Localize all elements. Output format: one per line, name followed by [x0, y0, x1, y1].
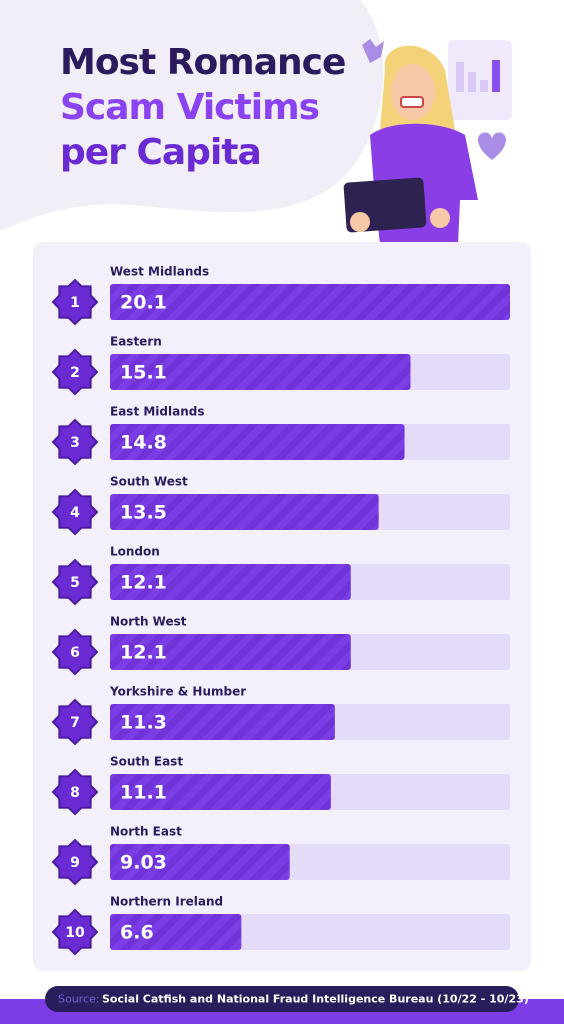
bar — [110, 704, 335, 740]
rank-label: 3 — [70, 435, 80, 451]
value-label: 11.1 — [120, 782, 167, 804]
rank-badge — [51, 698, 99, 746]
value-label: 15.1 — [120, 362, 167, 384]
bar — [110, 774, 331, 810]
bar — [110, 284, 510, 320]
rows: 1 West Midlands 20.1 2 Eastern 15.1 3 East Midl… — [51, 265, 510, 956]
rank-label: 4 — [70, 505, 80, 521]
rank-badge — [51, 908, 99, 956]
illustration — [343, 39, 512, 244]
category-label: Northern Ireland — [110, 895, 223, 909]
title-line: per Capita — [60, 132, 261, 173]
value-label: 11.3 — [120, 712, 167, 734]
source-text: Social Catfish and National Fraud Intell… — [102, 993, 529, 1006]
value-label: 6.6 — [120, 922, 154, 944]
rank-badge — [51, 348, 99, 396]
value-label: 12.1 — [120, 572, 167, 594]
rank-label: 2 — [70, 365, 80, 381]
value-label: 13.5 — [120, 502, 167, 524]
rank-label: 10 — [65, 925, 85, 941]
bar — [110, 914, 242, 950]
category-label: South East — [110, 755, 183, 769]
category-label: North West — [110, 615, 187, 629]
rank-label: 7 — [70, 715, 80, 731]
category-label: East Midlands — [110, 405, 204, 419]
category-label: Eastern — [110, 335, 162, 349]
rank-label: 9 — [70, 855, 80, 871]
rank-label: 1 — [70, 295, 80, 311]
category-label: North East — [110, 825, 182, 839]
rank-badge — [51, 558, 99, 606]
rank-badge — [51, 278, 99, 326]
rank-badge — [51, 838, 99, 886]
rank-badge — [51, 418, 99, 466]
category-label: West Midlands — [110, 265, 209, 279]
source-pill — [45, 986, 519, 1012]
rank-label: 6 — [70, 645, 80, 661]
rank-label: 8 — [70, 785, 80, 801]
title-line: Most Romance — [60, 42, 345, 83]
category-label: South West — [110, 475, 188, 489]
bar — [110, 354, 411, 390]
rank-badge — [51, 628, 99, 676]
category-label: London — [110, 545, 160, 559]
value-label: 14.8 — [120, 432, 167, 454]
value-label: 12.1 — [120, 642, 167, 664]
background-blob — [0, 0, 384, 230]
category-label: Yorkshire & Humber — [109, 685, 246, 699]
bar — [110, 844, 290, 880]
bar — [110, 634, 351, 670]
rank-badge — [51, 488, 99, 536]
value-label: 20.1 — [120, 292, 167, 314]
bar — [110, 424, 405, 460]
rank-label: 5 — [70, 575, 80, 591]
source-label: Source: — [58, 993, 100, 1006]
bar — [110, 564, 351, 600]
value-label: 9.03 — [120, 852, 167, 874]
title-line: Scam Victims — [60, 87, 319, 128]
rank-badge — [51, 768, 99, 816]
bar — [110, 494, 379, 530]
